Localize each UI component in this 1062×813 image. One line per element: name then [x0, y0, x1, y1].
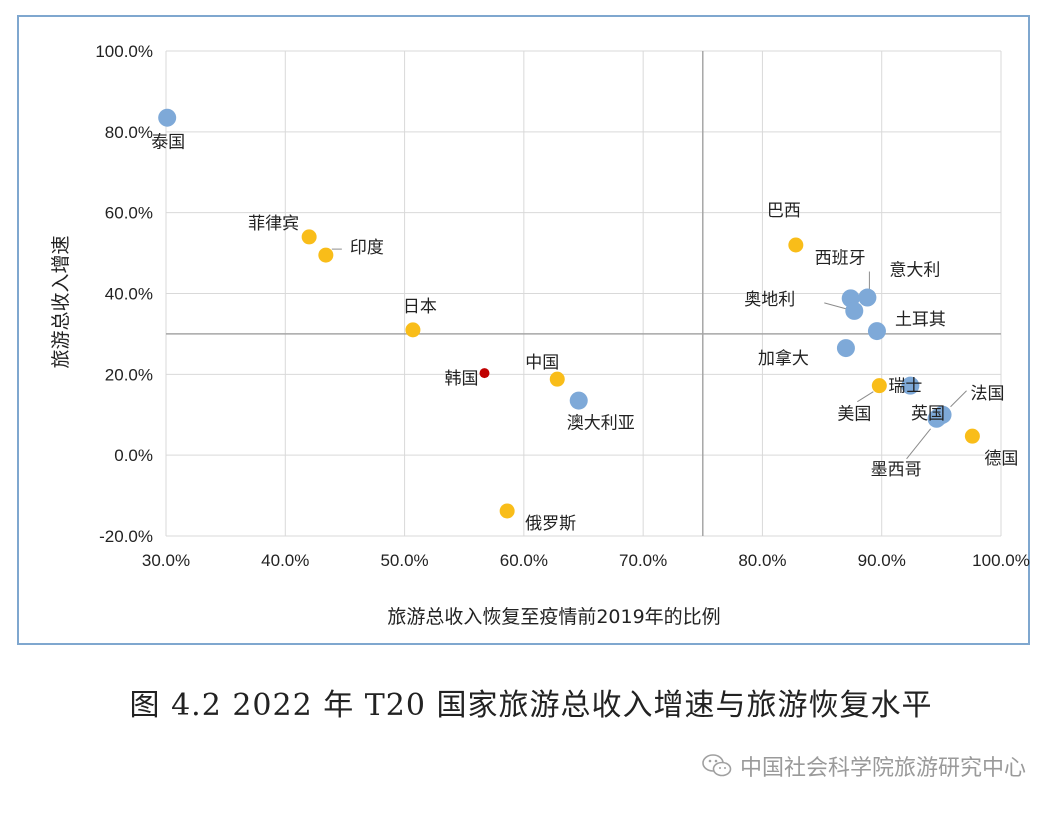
point-label: 德国: [984, 449, 1018, 469]
label-leader-line: [857, 391, 874, 403]
data-point: [964, 428, 980, 444]
point-label: 韩国: [444, 369, 478, 389]
point-label: 巴西: [767, 201, 801, 221]
x-tick-label: 40.0%: [261, 551, 309, 570]
data-point: [867, 322, 886, 341]
data-point: [858, 288, 877, 307]
y-tick-label: 20.0%: [105, 365, 153, 384]
watermark: 中国社会科学院旅游研究中心: [702, 750, 1026, 782]
data-point: [569, 391, 588, 410]
point-label: 西班牙: [815, 248, 866, 268]
data-point: [479, 368, 490, 379]
point-label: 墨西哥: [871, 460, 922, 480]
figure-caption: 图 4.2 2022 年 T20 国家旅游总收入增速与旅游恢复水平: [129, 688, 933, 723]
watermark-text: 中国社会科学院旅游研究中心: [739, 756, 1026, 781]
point-label: 英国: [911, 404, 945, 424]
point-label: 中国: [525, 353, 559, 373]
point-label: 泰国: [151, 133, 185, 153]
x-tick-label: 100.0%: [972, 551, 1030, 570]
data-point: [836, 339, 855, 358]
y-tick-label: -20.0%: [99, 527, 153, 546]
x-tick-label: 90.0%: [858, 551, 906, 570]
wechat-icon: [702, 754, 732, 777]
data-point: [158, 108, 177, 127]
y-tick-label: 0.0%: [114, 446, 153, 465]
point-label: 菲律宾: [248, 214, 299, 234]
point-label: 加拿大: [758, 348, 809, 369]
data-point: [318, 247, 334, 263]
data-point: [549, 371, 565, 387]
point-label: 土耳其: [895, 310, 946, 330]
scatter-chart: 30.0% 40.0% 50.0% 60.0% 70.0% 80.0% 90.0% 100.0…: [50, 42, 1030, 628]
y-axis-title: 旅游总收入增速: [50, 235, 72, 368]
point-label: 印度: [350, 238, 384, 258]
data-point: [788, 237, 804, 253]
point-label: 俄罗斯: [525, 514, 576, 534]
point-label: 奥地利: [744, 290, 795, 310]
label-leader-line: [824, 302, 847, 310]
data-point: [405, 322, 421, 338]
x-tick-label: 80.0%: [738, 551, 786, 570]
point-label: 澳大利亚: [567, 414, 635, 434]
point-label: 美国: [837, 405, 871, 425]
chart-frame: 30.0% 40.0% 50.0% 60.0% 70.0% 80.0% 90.0% 100.0…: [17, 15, 1030, 645]
data-point: [901, 376, 920, 395]
point-label: 法国: [971, 384, 1005, 404]
x-tick-label: 60.0%: [500, 551, 548, 570]
y-tick-label: 80.0%: [105, 123, 153, 142]
point-label: 瑞士: [888, 377, 922, 397]
data-point: [301, 229, 317, 245]
y-tick-label: 40.0%: [105, 285, 153, 304]
x-axis-title: 旅游总收入恢复至疫情前2019年的比例: [387, 606, 720, 628]
data-point: [871, 378, 887, 394]
data-point: [845, 301, 864, 320]
y-tick-label: 100.0%: [95, 42, 153, 61]
point-label: 意大利: [889, 261, 940, 281]
data-point: [927, 409, 946, 428]
x-tick-label: 70.0%: [619, 551, 667, 570]
point-label: 日本: [403, 297, 437, 317]
x-tick-label: 50.0%: [380, 551, 428, 570]
x-tick-label: 30.0%: [142, 551, 190, 570]
data-point: [499, 503, 515, 519]
label-leader-line: [950, 390, 967, 408]
label-leader-line: [906, 428, 931, 460]
y-tick-label: 60.0%: [105, 204, 153, 223]
